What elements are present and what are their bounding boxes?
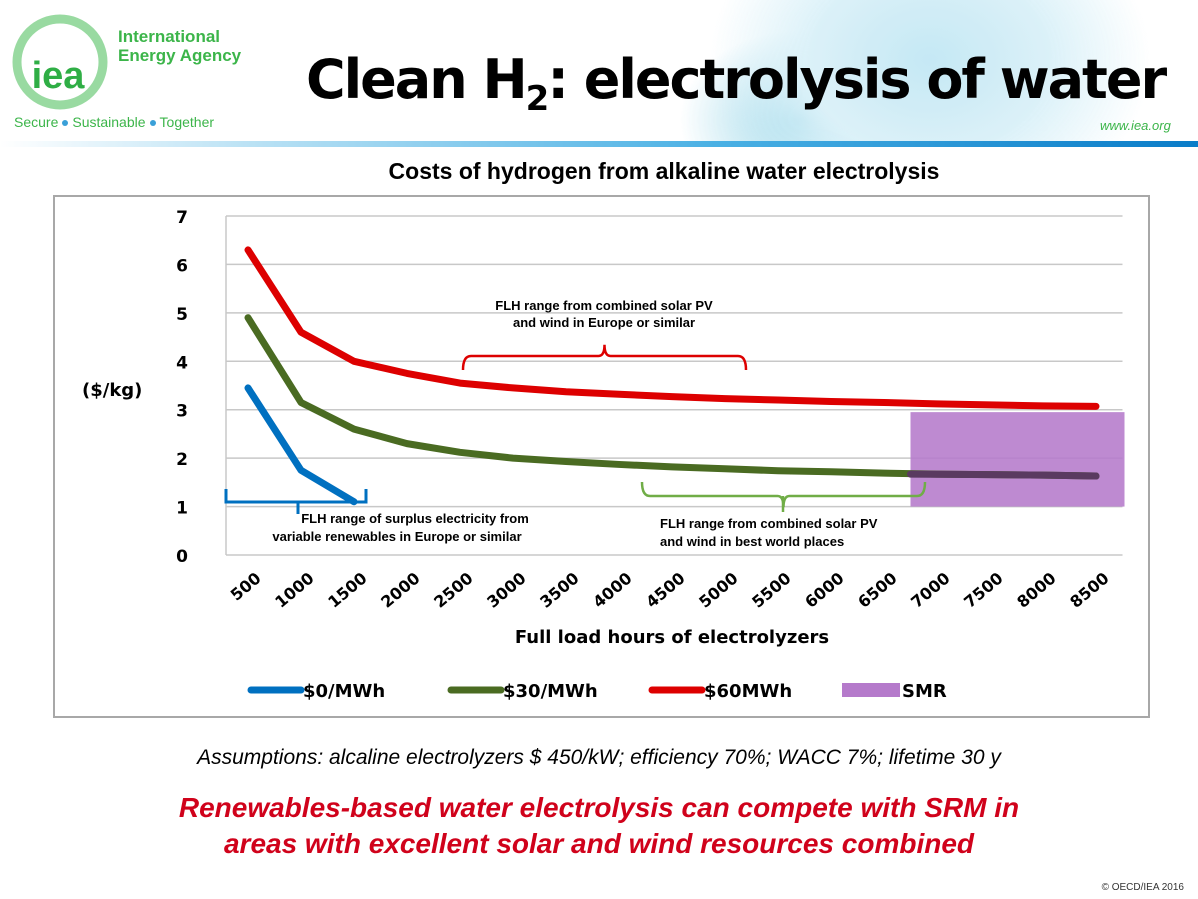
y-tick-label: 0: [176, 547, 188, 567]
copyright: © OECD/IEA 2016: [1101, 882, 1184, 893]
header-divider: [0, 141, 1198, 147]
iea-logo: iea: [12, 14, 108, 110]
y-tick-label: 3: [176, 402, 188, 422]
x-tick-label: 7500: [960, 569, 1006, 612]
legend-label: $0/MWh: [303, 681, 385, 702]
y-tick-label: 1: [176, 499, 188, 519]
annotation-best-places-text: FLH range from combined solar PV: [660, 516, 878, 531]
x-tick-label: 500: [227, 569, 265, 605]
series-line-0: [244, 384, 358, 506]
y-tick-label: 7: [176, 208, 188, 228]
svg-text:iea: iea: [32, 55, 86, 97]
tagline-word: Together: [159, 114, 215, 130]
org-name: International Energy Agency: [118, 27, 241, 65]
x-tick-label: 2000: [377, 569, 423, 612]
y-axis-label: ($/kg): [82, 380, 142, 401]
x-tick-label: 3500: [536, 569, 582, 612]
conclusion-text: Renewables-based water electrolysis can …: [178, 792, 1020, 859]
x-tick-label: 6500: [854, 569, 900, 612]
x-tick-label: 7000: [907, 569, 953, 612]
smr-band: [910, 412, 1125, 507]
slide-title: Clean H2: electrolysis of water: [306, 48, 1167, 119]
website-link[interactable]: www.iea.org: [1100, 118, 1171, 133]
y-tick-label: 5: [176, 305, 188, 325]
assumptions-text: Assumptions: alcaline electrolyzers $ 45…: [197, 746, 1001, 769]
legend-label: $30/MWh: [503, 681, 598, 702]
x-tick-label: 1500: [324, 569, 370, 612]
x-tick-label: 4500: [642, 569, 688, 612]
annotation-europe-text: and wind in Europe or similar: [513, 315, 695, 330]
legend-label: SMR: [902, 681, 947, 702]
y-tick-label: 6: [176, 256, 188, 276]
x-tick-label: 5000: [695, 569, 741, 612]
tagline-word: Sustainable: [72, 114, 146, 130]
annotation-europe-text: FLH range from combined solar PV: [495, 298, 713, 313]
x-tick-label: 8000: [1013, 569, 1059, 612]
chart-frame: [53, 195, 1150, 718]
x-tick-label: 3000: [483, 569, 529, 612]
legend-swatch: [842, 683, 900, 697]
europe-range-brace: [461, 344, 748, 371]
org-line-2: Energy Agency: [118, 46, 242, 65]
chart-title: Costs of hydrogen from alkaline water el…: [388, 158, 940, 184]
x-tick-label: 1000: [271, 569, 317, 612]
y-tick-label: 2: [176, 450, 188, 470]
org-line-1: International: [118, 27, 221, 46]
x-tick-label: 2500: [430, 569, 476, 612]
globe-background: [600, 0, 1198, 142]
series-line-over-band: [907, 470, 1100, 480]
annotation-surplus-text: FLH range of surplus electricity from: [301, 511, 529, 526]
x-tick-label: 8500: [1066, 569, 1112, 612]
legend-label: $60MWh: [704, 681, 792, 702]
annotation-surplus-text: variable renewables in Europe or similar: [272, 529, 521, 544]
tagline-word: Secure: [14, 114, 59, 130]
tagline: Secure Sustainable Together: [14, 114, 214, 130]
y-tick-label: 4: [176, 353, 188, 373]
x-tick-label: 5500: [748, 569, 794, 612]
x-tick-label: 4000: [589, 569, 635, 612]
x-tick-label: 6000: [801, 569, 847, 612]
surplus-range-bracket: [224, 489, 368, 514]
annotation-best-places-text: and wind in best world places: [660, 534, 844, 549]
x-axis-label: Full load hours of electrolyzers: [515, 627, 829, 648]
series-line-2: [244, 246, 1100, 410]
